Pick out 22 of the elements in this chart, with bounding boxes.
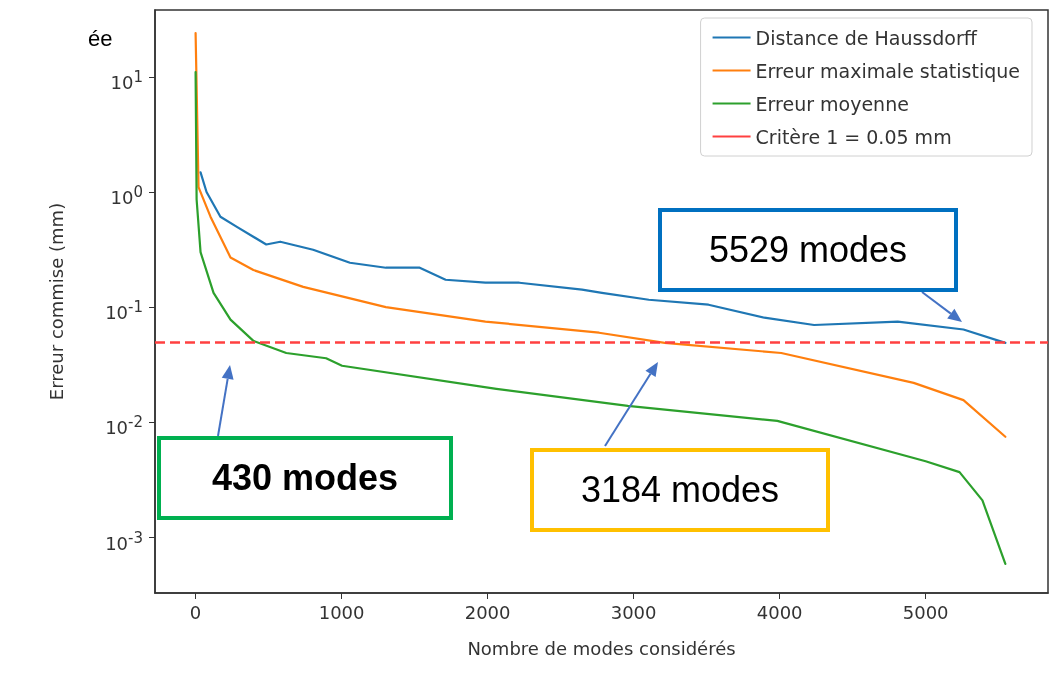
y-tick-label: 10$^{1}$: [110, 66, 143, 93]
y-tick-label: 10$^{-1}$: [105, 297, 143, 324]
x-tick-label: 5000: [902, 601, 949, 623]
legend-label: Erreur moyenne: [755, 92, 909, 115]
legend-label: Distance de Haussdorff: [755, 26, 978, 49]
legend-label: Erreur maximale statistique: [755, 59, 1021, 82]
y-tick-label: 10$^{-2}$: [105, 412, 143, 439]
x-tick-label: 3000: [610, 601, 657, 623]
x-tick-label: 1000: [318, 601, 365, 623]
annotation: 3184 modes: [530, 448, 830, 532]
annotation: 5529 modes: [658, 208, 958, 292]
x-tick-label: 0: [189, 601, 202, 623]
text: ée: [88, 26, 113, 52]
x-tick-label: 2000: [464, 601, 511, 623]
annotation: 430 modes: [157, 436, 453, 520]
y-tick-label: 10$^{-3}$: [105, 527, 143, 554]
line-series: [199, 171, 1007, 344]
x-axis-title: Nombre de modes considérés: [467, 637, 736, 659]
y-tick-label: 10$^{0}$: [110, 181, 143, 208]
x-tick-label: 4000: [756, 601, 803, 623]
y-axis-title: Erreur commise (mm): [45, 202, 67, 401]
legend-label: Critère 1 = 0.05 mm: [755, 125, 952, 148]
